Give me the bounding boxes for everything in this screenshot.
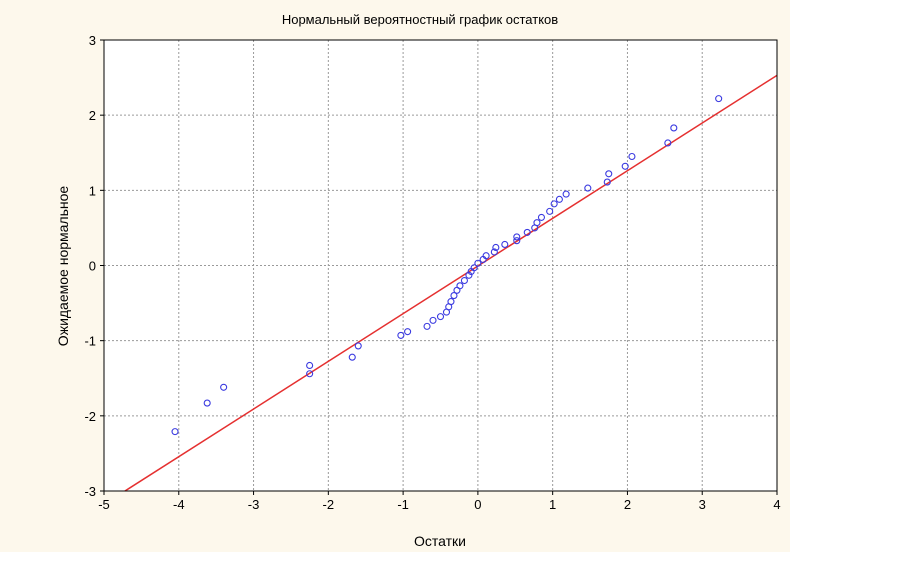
x-tick-label: 2 [624,497,631,512]
data-point [513,237,521,245]
x-tick-label: 3 [699,497,706,512]
data-point [423,322,431,330]
data-point [456,282,464,290]
data-point [465,271,473,279]
x-tick-label: -2 [323,497,335,512]
y-tick-label: 1 [89,183,96,198]
data-point [501,240,509,249]
y-tick-layer: -3 -2 -1 0 1 2 3 [84,33,104,499]
x-tick-label: -4 [173,497,185,512]
data-point [490,248,498,256]
x-axis-label: Остатки [414,533,466,549]
data-point [555,195,563,203]
data-point [537,213,546,221]
x-tick-label: -1 [397,497,409,512]
data-point [470,264,478,272]
data-point [429,316,437,324]
data-point [397,331,405,339]
data-point [605,170,613,178]
data-point [621,162,629,170]
x-tick-label: 0 [474,497,481,512]
data-point [404,328,412,336]
data-point [306,370,314,378]
data-point [450,292,458,300]
data-point [550,200,558,208]
data-point [220,383,228,391]
y-tick-label: 0 [89,259,96,274]
data-point [171,428,179,436]
data-point [482,252,490,260]
points-layer [171,95,723,436]
chart-title: Нормальный вероятностный график остатков [282,12,558,27]
data-point [306,361,314,370]
x-tick-label: -5 [98,497,110,512]
data-point [664,139,672,147]
data-point [533,219,541,227]
data-point [348,353,356,361]
data-point [447,298,455,306]
data-point [628,152,636,161]
data-point [715,95,723,103]
y-tick-label: 2 [89,108,96,123]
data-point [474,259,482,267]
data-point [562,190,570,198]
reference-line [124,74,778,492]
y-axis-label: Ожидаемое нормальное [55,186,71,347]
data-point [436,313,445,321]
data-point [203,399,211,407]
data-point [523,228,531,236]
y-tick-label: -3 [84,484,96,499]
reference-line-layer [124,74,778,492]
x-tick-label: -3 [248,497,260,512]
data-point [546,207,554,215]
data-point [584,184,592,192]
data-point [670,124,678,132]
page-margin [790,0,897,558]
data-point [603,178,611,186]
data-point [492,243,500,252]
y-tick-label: 3 [89,33,96,48]
y-tick-label: -1 [84,334,96,349]
grid-layer [104,40,777,491]
data-point [354,342,362,350]
x-tick-label: 4 [773,497,780,512]
data-point [513,233,521,241]
data-point [460,276,468,285]
x-tick-layer: -5 -4 -3 -2 -1 0 1 2 3 4 [98,491,781,512]
y-tick-label: -2 [84,409,96,424]
x-tick-label: 1 [549,497,556,512]
